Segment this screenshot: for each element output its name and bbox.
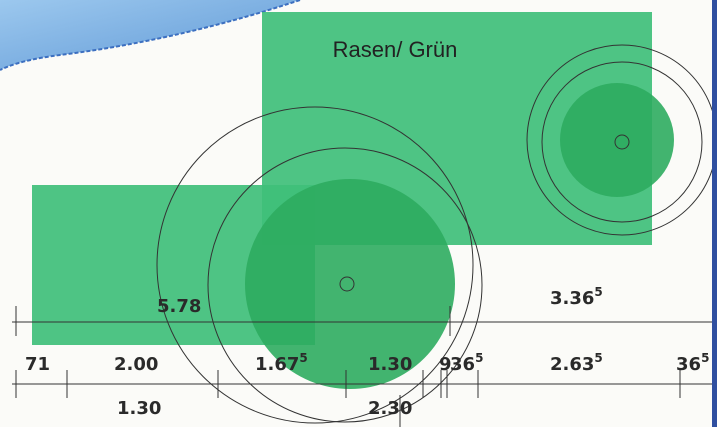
dim-9: 9 bbox=[439, 354, 452, 375]
dim-71: 71 bbox=[25, 354, 50, 375]
dim-5-78: 5.78 bbox=[157, 296, 201, 317]
water-area bbox=[0, 0, 301, 71]
tree-outline-large-inner bbox=[207, 147, 483, 423]
tree-outline-small-outer bbox=[526, 44, 717, 236]
dim-2-00: 2.00 bbox=[114, 354, 158, 375]
tree-outline-large-outer bbox=[156, 106, 474, 424]
tree-outlines bbox=[156, 44, 717, 424]
dimension-lines bbox=[12, 306, 717, 427]
page-edge bbox=[712, 0, 717, 427]
dim-1-30-b: 1.30 bbox=[117, 398, 161, 419]
tree-outline-small-inner bbox=[541, 61, 703, 223]
dim-2-30: 2.30 bbox=[368, 398, 412, 419]
dim-1-67-5: 1.675 bbox=[255, 351, 308, 375]
tree-trunk-large bbox=[339, 276, 355, 292]
area-label: Rasen/ Grün bbox=[333, 37, 458, 62]
dim-3-36-5: 3.365 bbox=[550, 285, 603, 309]
tree-trunk-small bbox=[614, 134, 630, 150]
tree-canopy-small bbox=[560, 83, 674, 197]
dim-36-5-a: 365 bbox=[450, 351, 483, 375]
dim-36-5-b: 365 bbox=[676, 351, 709, 375]
dim-1-30-a: 1.30 bbox=[368, 354, 412, 375]
tree-canopy-large bbox=[245, 179, 455, 389]
dimension-labels: 5.78 3.365 71 2.00 1.675 1.30 9 365 2.63… bbox=[25, 285, 709, 419]
dim-2-63-5: 2.635 bbox=[550, 351, 603, 375]
